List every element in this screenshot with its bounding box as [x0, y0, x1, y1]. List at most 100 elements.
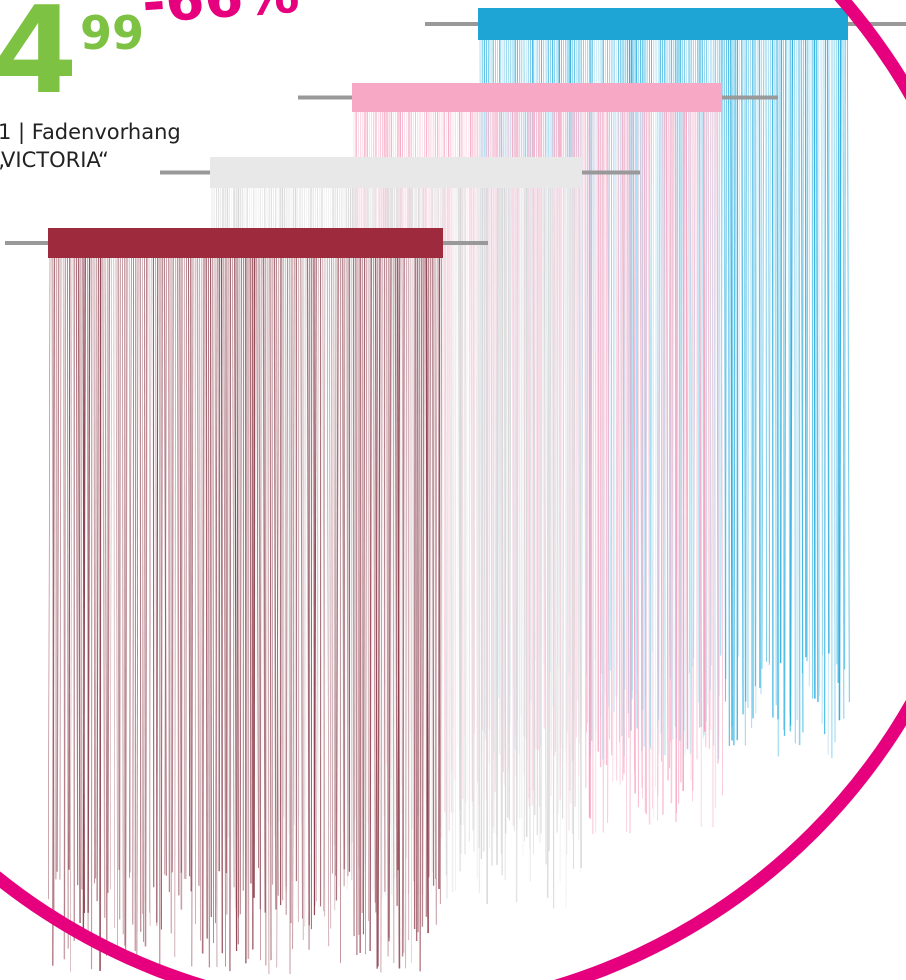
- strand: [223, 257, 226, 967]
- strand: [820, 39, 823, 656]
- strand: [164, 257, 168, 875]
- strand: [532, 187, 536, 815]
- strand: [273, 257, 277, 910]
- strand: [690, 111, 693, 802]
- strand: [779, 39, 783, 664]
- strand: [561, 187, 565, 819]
- strand: [212, 257, 214, 944]
- strand: [415, 257, 419, 941]
- strand: [405, 257, 407, 969]
- strand: [566, 187, 569, 855]
- strand: [412, 257, 414, 882]
- strand: [721, 111, 723, 796]
- strand: [156, 257, 159, 923]
- strand: [260, 257, 262, 961]
- strand: [499, 187, 503, 854]
- strand: [821, 39, 824, 724]
- strand: [507, 187, 510, 818]
- strand: [115, 257, 119, 955]
- strand: [454, 187, 457, 891]
- strand: [355, 257, 358, 956]
- strand: [80, 257, 83, 890]
- strand: [760, 39, 763, 695]
- curtain-header: [352, 83, 722, 112]
- curtain-header: [478, 8, 848, 40]
- strand: [380, 257, 383, 973]
- strand: [326, 257, 330, 947]
- strand: [394, 257, 398, 906]
- strand: [96, 257, 99, 902]
- strand: [789, 39, 794, 726]
- strand: [725, 39, 727, 702]
- strand: [612, 111, 614, 782]
- strand: [202, 257, 205, 954]
- strand: [495, 187, 498, 835]
- strand: [188, 257, 191, 877]
- strand: [557, 187, 560, 814]
- strand: [650, 111, 653, 809]
- strand: [838, 39, 842, 721]
- strand: [56, 257, 60, 872]
- strand: [508, 187, 512, 821]
- strand: [276, 257, 279, 896]
- strand: [136, 257, 139, 966]
- strand: [818, 39, 820, 696]
- strand: [589, 111, 593, 820]
- strand: [755, 39, 758, 714]
- strand: [377, 257, 381, 967]
- strand: [452, 187, 455, 814]
- strand: [249, 257, 252, 884]
- strand: [572, 187, 576, 869]
- strand: [801, 39, 804, 674]
- strand: [417, 257, 421, 933]
- strand: [388, 257, 392, 942]
- strand: [743, 39, 746, 746]
- strand: [617, 111, 621, 743]
- strand: [675, 111, 678, 822]
- strand: [833, 39, 836, 743]
- strand: [87, 257, 91, 913]
- strand: [777, 39, 780, 757]
- strand: [292, 257, 295, 949]
- strand: [239, 257, 242, 915]
- strand: [329, 257, 332, 929]
- strand: [333, 257, 336, 911]
- product-name: 1 | Fadenvorhang: [0, 120, 181, 144]
- strand: [236, 257, 239, 945]
- strand: [392, 257, 395, 963]
- strand: [52, 257, 56, 966]
- strand: [540, 187, 543, 834]
- strand: [300, 257, 303, 919]
- strand: [335, 257, 339, 901]
- strand: [496, 187, 499, 865]
- strand: [692, 111, 696, 791]
- strand: [267, 257, 270, 975]
- strand: [592, 111, 595, 835]
- strand: [669, 111, 672, 769]
- strand: [134, 257, 137, 952]
- strand: [718, 111, 720, 742]
- strand: [171, 257, 174, 873]
- strand: [174, 257, 176, 957]
- strand: [362, 257, 366, 935]
- strand: [214, 257, 218, 968]
- product-variant: „VICTORIA“: [0, 148, 109, 172]
- strand: [196, 257, 200, 886]
- strand: [104, 257, 108, 957]
- strand: [758, 39, 761, 689]
- strand: [285, 257, 289, 915]
- strand: [113, 257, 115, 928]
- strand: [160, 257, 163, 930]
- strand: [578, 187, 582, 868]
- strand: [806, 39, 809, 662]
- strand: [110, 257, 112, 890]
- strand: [648, 111, 651, 825]
- strand: [607, 111, 610, 823]
- price-whole: 4: [0, 0, 77, 121]
- strand: [728, 39, 730, 746]
- strand: [521, 187, 524, 856]
- strand: [682, 111, 685, 792]
- strand: [714, 111, 717, 808]
- strand: [308, 257, 311, 950]
- strand: [662, 111, 665, 815]
